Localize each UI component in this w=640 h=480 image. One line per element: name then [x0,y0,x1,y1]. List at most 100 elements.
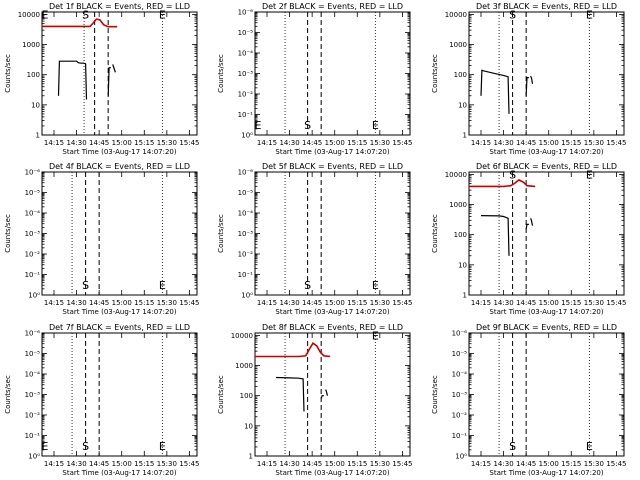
events-series-line [530,75,534,84]
interval-marker: E [159,440,166,453]
y-tick-label: 10 [458,101,467,109]
interval-marker: E [255,119,262,132]
x-tick-label: 15:30 [157,460,177,468]
x-tick-label: 15:00 [112,460,132,468]
y-tick-label: 10⁰ [241,132,253,140]
x-tick-label: 14:30 [66,460,86,468]
plot-title: Det 4f BLACK = Events, RED = LLD [49,162,190,171]
x-tick-label: 14:45 [302,299,322,307]
y-tick-label: 10⁻⁶ [238,169,254,177]
interval-marker: E [372,119,379,132]
x-axis-label: Start Time (03-Aug-17 14:07:20) [275,148,389,156]
x-tick-label: 15:15 [347,299,367,307]
events-series-line [480,69,510,114]
plot-title: Det 8f BLACK = Events, RED = LLD [262,323,403,332]
y-tick-label: 10000 [18,11,40,19]
detector-plot: Det 2f BLACK = Events, RED = LLD 10⁰ 10⁻¹ 1… [217,2,413,156]
y-tick-label: 10 [244,422,253,430]
plot-title: Det 9f BLACK = Events, RED = LLD [476,323,617,332]
x-tick-label: 15:45 [606,299,626,307]
x-tick-label: 15:15 [561,299,581,307]
plot-frame [468,171,625,296]
interval-marker: E [372,279,379,292]
y-axis-label: Counts/sec [431,214,439,253]
y-tick-label: 10⁻⁵ [25,350,41,358]
events-series-line [325,389,329,396]
interval-marker: E [372,329,379,342]
x-tick-label: 14:15 [471,299,491,307]
y-tick-label: 10⁻⁴ [238,210,254,218]
x-tick-label: 14:15 [44,299,64,307]
y-tick-label: 10000 [445,11,467,19]
interval-marker: S [509,440,516,453]
x-tick-label: 14:15 [44,139,64,147]
plot-frame [41,11,198,136]
detector-plot: Det 7f BLACK = Events, RED = LLD 10⁰ 10⁻¹ 1… [4,323,200,477]
detector-plot: Det 8f BLACK = Events, RED = LLD 1 10 100 10… [217,323,413,477]
y-tick-label: 1 [463,132,467,140]
y-tick-label: 10⁻⁵ [452,350,468,358]
plot-frame [41,332,198,457]
y-tick-label: 10⁻⁶ [25,169,41,177]
x-axis-label: Start Time (03-Aug-17 14:07:20) [62,148,176,156]
plot-title: Det 3f BLACK = Events, RED = LLD [476,2,617,11]
x-tick-label: 14:15 [471,460,491,468]
x-tick-label: 14:45 [89,139,109,147]
x-tick-label: 15:45 [392,299,412,307]
x-tick-label: 15:45 [179,139,199,147]
plot-frame [468,11,625,136]
interval-marker: S [82,440,89,453]
y-tick-label: 10 [31,101,40,109]
y-axis-label: Counts/sec [217,54,225,93]
y-axis-label: Counts/sec [217,214,225,253]
y-tick-label: 10⁻¹ [25,432,41,440]
x-tick-label: 15:30 [370,460,390,468]
y-axis-label: Counts/sec [4,214,12,253]
y-tick-label: 10⁻² [25,251,41,259]
x-tick-label: 15:30 [157,299,177,307]
detector-plot: Det 6f BLACK = Events, RED = LLD 1 10 100 10… [431,162,627,316]
y-tick-label: 10⁻³ [25,230,41,238]
y-tick-label: 1000 [449,201,467,209]
x-tick-label: 14:15 [471,139,491,147]
x-tick-label: 15:00 [325,139,345,147]
x-tick-label: 14:30 [279,139,299,147]
x-tick-label: 14:45 [302,139,322,147]
y-tick-label: 10⁻⁶ [452,330,468,338]
x-tick-label: 14:15 [257,299,277,307]
x-tick-label: 15:45 [179,460,199,468]
y-axis-label: Counts/sec [431,54,439,93]
y-tick-label: 10000 [445,171,467,179]
interval-marker: E [159,8,166,21]
y-tick-label: 10⁰ [241,292,253,300]
y-tick-label: 10000 [231,332,253,340]
y-tick-label: 100 [454,71,467,79]
x-tick-label: 14:30 [66,299,86,307]
x-tick-label: 14:15 [257,139,277,147]
x-axis-label: Start Time (03-Aug-17 14:07:20) [62,469,176,477]
x-tick-label: 15:00 [539,460,559,468]
x-tick-label: 15:00 [112,139,132,147]
x-tick-label: 15:00 [539,139,559,147]
events-series-line [112,64,116,73]
x-tick-label: 14:30 [279,299,299,307]
y-tick-label: 10⁻⁴ [238,50,254,58]
interval-marker: E [42,440,49,453]
y-axis-label: Counts/sec [217,375,225,414]
events-series-line [525,223,529,230]
y-tick-label: 10⁻² [452,412,468,420]
y-tick-label: 1000 [449,41,467,49]
y-tick-label: 10 [458,261,467,269]
detector-plot: Det 5f BLACK = Events, RED = LLD 10⁰ 10⁻¹ 1… [217,162,413,316]
y-tick-label: 10⁻³ [238,230,254,238]
x-tick-label: 15:30 [370,139,390,147]
y-tick-label: 10⁻⁴ [25,371,41,379]
y-tick-label: 10⁻¹ [238,271,254,279]
interval-marker: E [42,8,49,21]
x-tick-label: 15:15 [134,460,154,468]
x-tick-label: 15:00 [112,299,132,307]
y-tick-label: 10⁻³ [238,70,254,78]
x-tick-label: 15:45 [392,139,412,147]
y-tick-label: 10⁻⁵ [25,189,41,197]
plot-title: Det 1f BLACK = Events, RED = LLD [49,2,190,11]
